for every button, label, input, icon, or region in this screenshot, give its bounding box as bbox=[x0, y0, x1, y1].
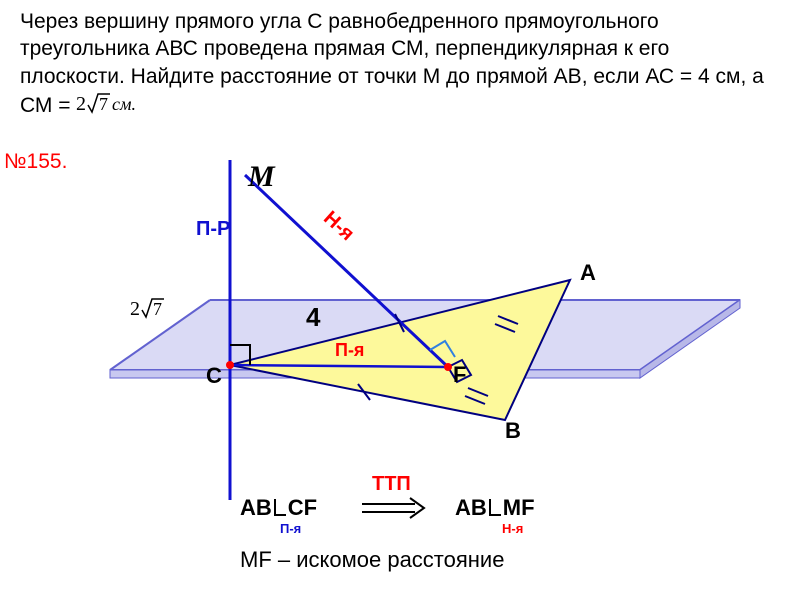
conclusion: МF – искомое расстояние bbox=[240, 547, 504, 573]
label-b: В bbox=[505, 418, 521, 444]
label-pya: П-я bbox=[335, 340, 364, 361]
expr-cf: СF bbox=[288, 495, 317, 520]
expr-ab2: АВ bbox=[455, 495, 487, 520]
point-f bbox=[444, 363, 452, 371]
expr-ab-cf: АВ СF bbox=[240, 495, 317, 521]
label-c: С bbox=[206, 363, 222, 389]
expr-ab1: АВ bbox=[240, 495, 272, 520]
svg-text:2: 2 bbox=[130, 298, 140, 320]
sublabel-nya: Н-я bbox=[502, 521, 523, 536]
perp-icon-2 bbox=[489, 499, 501, 516]
label-pr: П-Р bbox=[196, 218, 230, 241]
point-c bbox=[226, 361, 234, 369]
arrow-ttp bbox=[360, 497, 430, 521]
sublabel-pya: П-я bbox=[280, 521, 301, 536]
label-ttp: ТТП bbox=[372, 473, 411, 496]
cm-length-label: 2 7 bbox=[130, 295, 180, 328]
label-four: 4 bbox=[306, 302, 320, 333]
perp-icon bbox=[274, 499, 286, 516]
expr-mf: МF bbox=[503, 495, 535, 520]
label-f: F bbox=[453, 362, 466, 388]
label-m: M bbox=[248, 160, 275, 194]
label-a: А bbox=[580, 260, 596, 286]
svg-text:7: 7 bbox=[153, 299, 162, 319]
expr-ab-mf: АВ МF bbox=[455, 495, 535, 521]
